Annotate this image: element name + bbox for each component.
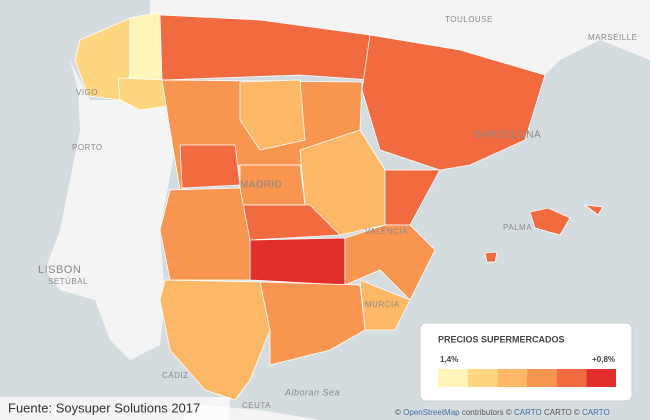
- attribution-text: ©: [395, 408, 401, 417]
- place-labels: TOULOUSE MARSEILLE VIGO PORTO LISBON SET…: [38, 15, 637, 410]
- legend-title: PRECIOS SUPERMERCADOS: [438, 334, 565, 344]
- province: [179, 144, 241, 189]
- place-label: CÁDIZ: [162, 371, 189, 380]
- attribution-link[interactable]: OpenStreetMap: [403, 408, 460, 417]
- legend-swatch: [438, 369, 468, 387]
- legend: PRECIOS SUPERMERCADOS 1,4% +0,8%: [419, 322, 633, 402]
- province: [129, 11, 163, 81]
- place-label: PALMA: [503, 223, 532, 232]
- place-label: VALENCIA: [365, 227, 408, 236]
- source: Fuente: Soysuper Solutions 2017: [8, 400, 200, 415]
- legend-swatch: [556, 369, 587, 387]
- place-label: MURCIA: [365, 300, 400, 309]
- legend-swatch: [467, 369, 498, 387]
- province: [239, 79, 306, 151]
- province: [344, 224, 436, 301]
- place-label: Alboran Sea: [284, 387, 340, 397]
- province: [259, 281, 366, 366]
- attribution-text: contributors ©: [462, 408, 512, 417]
- land-france: [150, 0, 650, 75]
- attribution-link[interactable]: CARTO: [582, 408, 610, 417]
- place-label: SETÚBAL: [48, 277, 88, 286]
- legend-min: 1,4%: [440, 355, 458, 364]
- attribution: © OpenStreetMap contributors © CARTO CAR…: [395, 408, 610, 417]
- province: [249, 237, 346, 286]
- legend-swatch: [497, 369, 527, 387]
- place-label: MARSEILLE: [588, 33, 637, 42]
- place-label: PORTO: [72, 143, 103, 152]
- province: [361, 34, 546, 171]
- province: [117, 77, 176, 111]
- place-label: TOULOUSE: [445, 15, 493, 24]
- legend-max: +0,8%: [592, 355, 615, 364]
- place-label: BARCELONA: [475, 130, 541, 141]
- attribution-link[interactable]: CARTO: [514, 408, 542, 417]
- legend-swatches: [438, 369, 616, 387]
- provinces: [74, 11, 604, 401]
- province: [529, 207, 571, 236]
- province: [159, 187, 251, 281]
- land-portugal: [45, 60, 175, 360]
- place-label: LISBON: [38, 264, 81, 276]
- province: [484, 204, 604, 263]
- source-bg: [0, 397, 230, 420]
- place-label: MADRID: [240, 180, 282, 191]
- attribution-text: CARTO ©: [544, 408, 580, 417]
- place-label: VIGO: [76, 88, 98, 97]
- legend-swatch: [586, 369, 616, 387]
- legend-swatch: [527, 369, 557, 387]
- place-label: CEUTA: [242, 401, 271, 410]
